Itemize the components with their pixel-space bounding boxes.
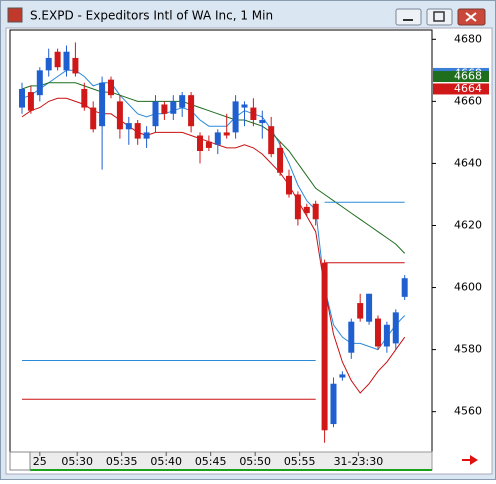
indicator-line xyxy=(21,69,406,351)
candle-body xyxy=(312,203,319,220)
plot-area xyxy=(9,29,433,453)
candle-body xyxy=(366,293,373,322)
candle-body xyxy=(232,101,239,133)
y-tick-label: 4600 xyxy=(454,281,482,294)
candle-body xyxy=(54,51,61,68)
candle-body xyxy=(357,303,364,319)
candle-body xyxy=(196,135,203,152)
candle-body xyxy=(374,318,381,347)
window-title: S.EXPD - Expeditors Intl of WA Inc, 1 Mi… xyxy=(30,9,273,23)
candle-body xyxy=(277,147,284,173)
candle-body xyxy=(116,101,123,130)
candle-body xyxy=(250,107,257,120)
plot-layer: 4560 4580 4600 4620 4640 4660 4680 25 05:30 05:35… xyxy=(19,32,489,468)
x-tick-label: 05:55 xyxy=(284,455,316,468)
y-tick-label: 4640 xyxy=(454,156,482,169)
candle-body xyxy=(108,79,115,96)
price-badge xyxy=(433,71,489,83)
candle-body xyxy=(392,312,399,344)
candle-body xyxy=(348,321,355,353)
candle-body xyxy=(214,132,221,145)
x-tick-label: 05:35 xyxy=(106,455,138,468)
window-buttons[interactable] xyxy=(395,8,486,26)
candle-body xyxy=(205,141,212,148)
corner-box xyxy=(9,451,31,471)
x-tick-label: 25 xyxy=(33,455,47,468)
indicator-line xyxy=(21,82,406,254)
candle-body xyxy=(303,206,310,214)
close-icon xyxy=(465,12,477,22)
candle-body xyxy=(259,119,266,124)
x-tick-label: 05:45 xyxy=(195,455,227,468)
candle-body xyxy=(27,92,34,111)
x-tick-label: 05:30 xyxy=(61,455,93,468)
candle-body xyxy=(152,101,159,127)
candle-body xyxy=(268,126,275,155)
candle-body xyxy=(90,107,97,130)
candle-body xyxy=(36,70,43,96)
y-tick-label: 4580 xyxy=(454,343,482,356)
candle-body xyxy=(330,383,337,425)
candle-body xyxy=(383,324,390,347)
app-icon xyxy=(7,7,23,23)
candle-body xyxy=(99,82,106,127)
price-badge-label: 4664 xyxy=(454,82,482,95)
candle-body xyxy=(19,88,26,108)
candle-body xyxy=(223,132,230,136)
candle-body xyxy=(72,57,79,74)
candle-body xyxy=(63,51,70,71)
scroll-arrow[interactable] xyxy=(462,455,478,465)
candle-body xyxy=(339,374,346,378)
y-tick-label: 4560 xyxy=(454,405,482,418)
candle-body xyxy=(170,101,177,114)
x-tick-label: 31-23:30 xyxy=(334,455,384,468)
candle-body xyxy=(161,104,168,114)
y-tick-label: 4620 xyxy=(454,218,482,231)
candle-body xyxy=(188,95,195,127)
candle-body xyxy=(179,95,186,108)
maximize-icon xyxy=(433,11,445,22)
candle-body xyxy=(125,123,132,130)
candle-body xyxy=(143,132,150,139)
price-badge xyxy=(433,83,489,95)
candle-body xyxy=(81,88,88,108)
y-tick-label: 4680 xyxy=(454,32,482,45)
candle-body xyxy=(294,194,301,220)
x-tick-label: 05:50 xyxy=(239,455,271,468)
price-badge-label: 4668 xyxy=(454,70,482,83)
candle-body xyxy=(401,278,408,297)
candle-body xyxy=(45,57,52,71)
candle-body xyxy=(285,175,292,195)
x-tick-label: 05:40 xyxy=(150,455,182,468)
candle-body xyxy=(241,104,248,108)
candle-body xyxy=(321,262,328,431)
candle-body xyxy=(134,123,141,139)
y-tick-label: 4660 xyxy=(454,94,482,107)
minimize-button[interactable] xyxy=(395,8,422,26)
